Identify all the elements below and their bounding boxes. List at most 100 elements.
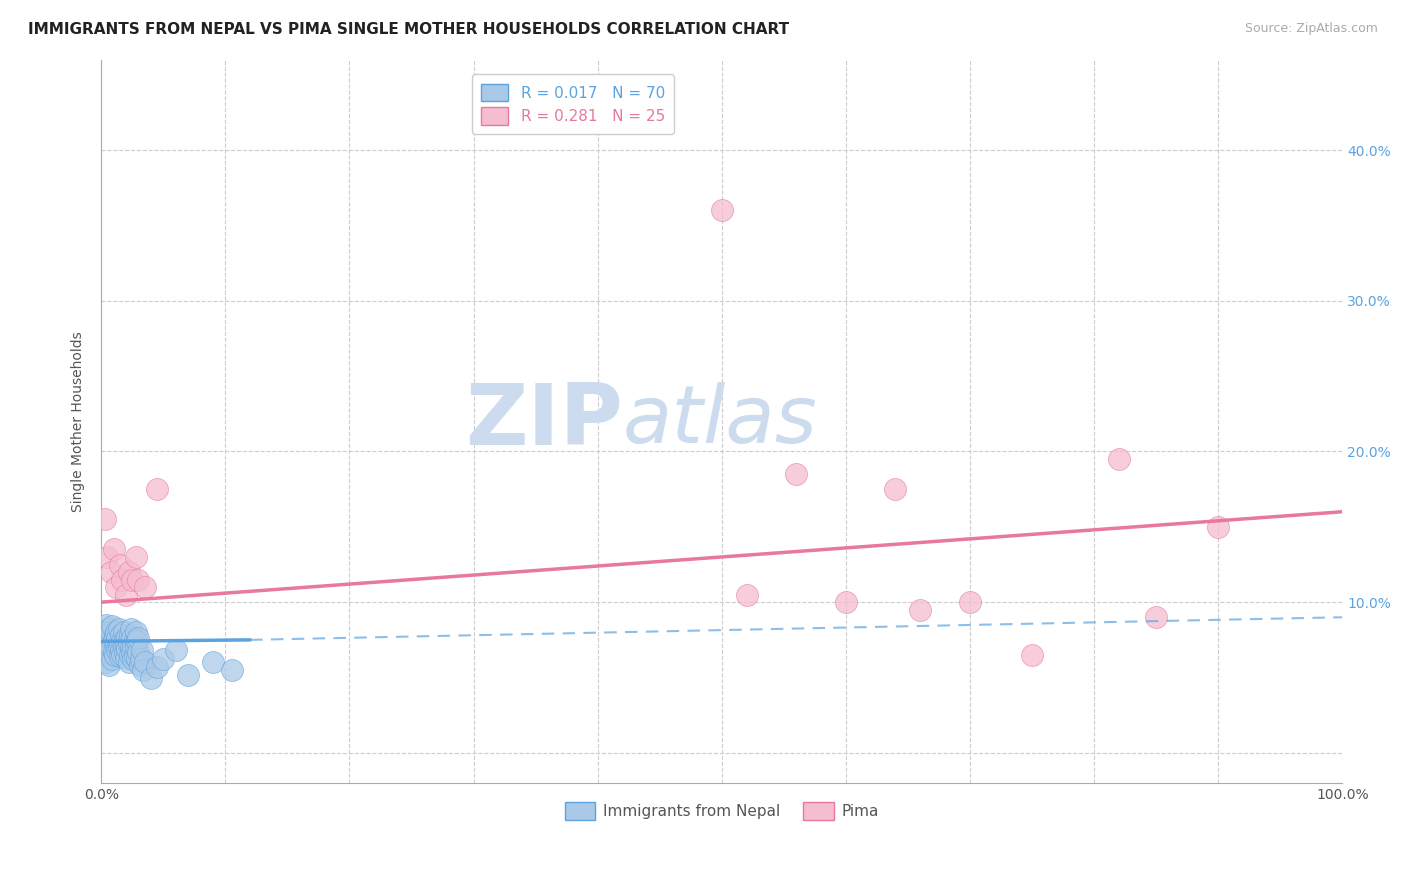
Legend: Immigrants from Nepal, Pima: Immigrants from Nepal, Pima <box>558 797 884 826</box>
Point <box>98 647 121 661</box>
Point <box>117 641 139 656</box>
Point <box>96 549 118 564</box>
Point <box>118 628 141 642</box>
Point <box>1206 520 1229 534</box>
Point <box>118 648 141 662</box>
Point <box>139 671 162 685</box>
Point <box>97 623 120 637</box>
Point <box>134 580 156 594</box>
Point <box>121 647 143 661</box>
Point <box>884 482 907 496</box>
Point <box>120 623 142 637</box>
Text: Source: ZipAtlas.com: Source: ZipAtlas.com <box>1244 22 1378 36</box>
Point <box>117 630 139 644</box>
Point <box>101 652 124 666</box>
Point <box>117 565 139 579</box>
Point <box>124 649 146 664</box>
Point <box>98 632 121 646</box>
Point <box>165 643 187 657</box>
Point <box>121 632 143 646</box>
Point <box>124 632 146 647</box>
Point <box>121 573 143 587</box>
Point <box>910 603 932 617</box>
Point <box>201 656 224 670</box>
Point <box>129 652 152 666</box>
Point <box>104 648 127 662</box>
Point <box>117 656 139 670</box>
Point <box>103 542 125 557</box>
Point <box>127 634 149 648</box>
Point <box>221 663 243 677</box>
Point <box>117 636 139 650</box>
Point <box>1144 610 1167 624</box>
Point <box>111 648 134 662</box>
Point <box>131 643 153 657</box>
Point <box>108 558 131 572</box>
Point <box>101 619 124 633</box>
Point <box>177 667 200 681</box>
Point <box>152 652 174 666</box>
Point <box>1108 452 1130 467</box>
Point <box>125 640 148 655</box>
Point <box>93 632 115 647</box>
Point <box>104 628 127 642</box>
Point <box>103 645 125 659</box>
Point <box>100 625 122 640</box>
Point <box>785 467 807 481</box>
Point <box>125 625 148 640</box>
Text: atlas: atlas <box>623 383 817 460</box>
Point <box>105 632 128 646</box>
Point <box>112 625 135 640</box>
Text: ZIP: ZIP <box>465 380 623 463</box>
Point <box>96 617 118 632</box>
Point <box>111 634 134 648</box>
Point <box>1021 648 1043 662</box>
Point <box>94 625 117 640</box>
Point <box>96 656 118 670</box>
Point <box>94 648 117 662</box>
Point <box>122 639 145 653</box>
Point <box>112 640 135 655</box>
Point <box>108 637 131 651</box>
Point <box>96 628 118 642</box>
Point <box>132 663 155 677</box>
Point <box>735 588 758 602</box>
Point <box>127 632 149 646</box>
Point <box>115 637 138 651</box>
Point <box>146 660 169 674</box>
Point <box>105 580 128 594</box>
Point <box>127 645 149 659</box>
Point <box>127 651 149 665</box>
Point <box>105 625 128 640</box>
Point <box>103 632 125 647</box>
Point <box>134 656 156 670</box>
Point <box>107 640 129 655</box>
Point <box>108 649 131 664</box>
Point <box>111 573 134 587</box>
Point <box>128 658 150 673</box>
Point <box>114 632 136 647</box>
Point <box>959 595 981 609</box>
Point <box>125 549 148 564</box>
Point <box>835 595 858 609</box>
Y-axis label: Single Mother Households: Single Mother Households <box>72 331 86 512</box>
Point <box>107 623 129 637</box>
Point <box>100 640 122 655</box>
Point <box>110 628 132 642</box>
Text: IMMIGRANTS FROM NEPAL VS PIMA SINGLE MOTHER HOUSEHOLDS CORRELATION CHART: IMMIGRANTS FROM NEPAL VS PIMA SINGLE MOT… <box>28 22 789 37</box>
Point <box>105 643 128 657</box>
Point <box>115 588 138 602</box>
Point <box>105 637 128 651</box>
Point <box>110 643 132 657</box>
Point <box>115 651 138 665</box>
Point <box>96 643 118 657</box>
Point <box>127 573 149 587</box>
Point <box>94 512 117 526</box>
Point <box>91 640 114 655</box>
Point <box>120 640 142 655</box>
Point <box>122 652 145 666</box>
Point <box>710 203 733 218</box>
Point <box>146 482 169 496</box>
Point <box>97 658 120 673</box>
Point <box>100 565 122 579</box>
